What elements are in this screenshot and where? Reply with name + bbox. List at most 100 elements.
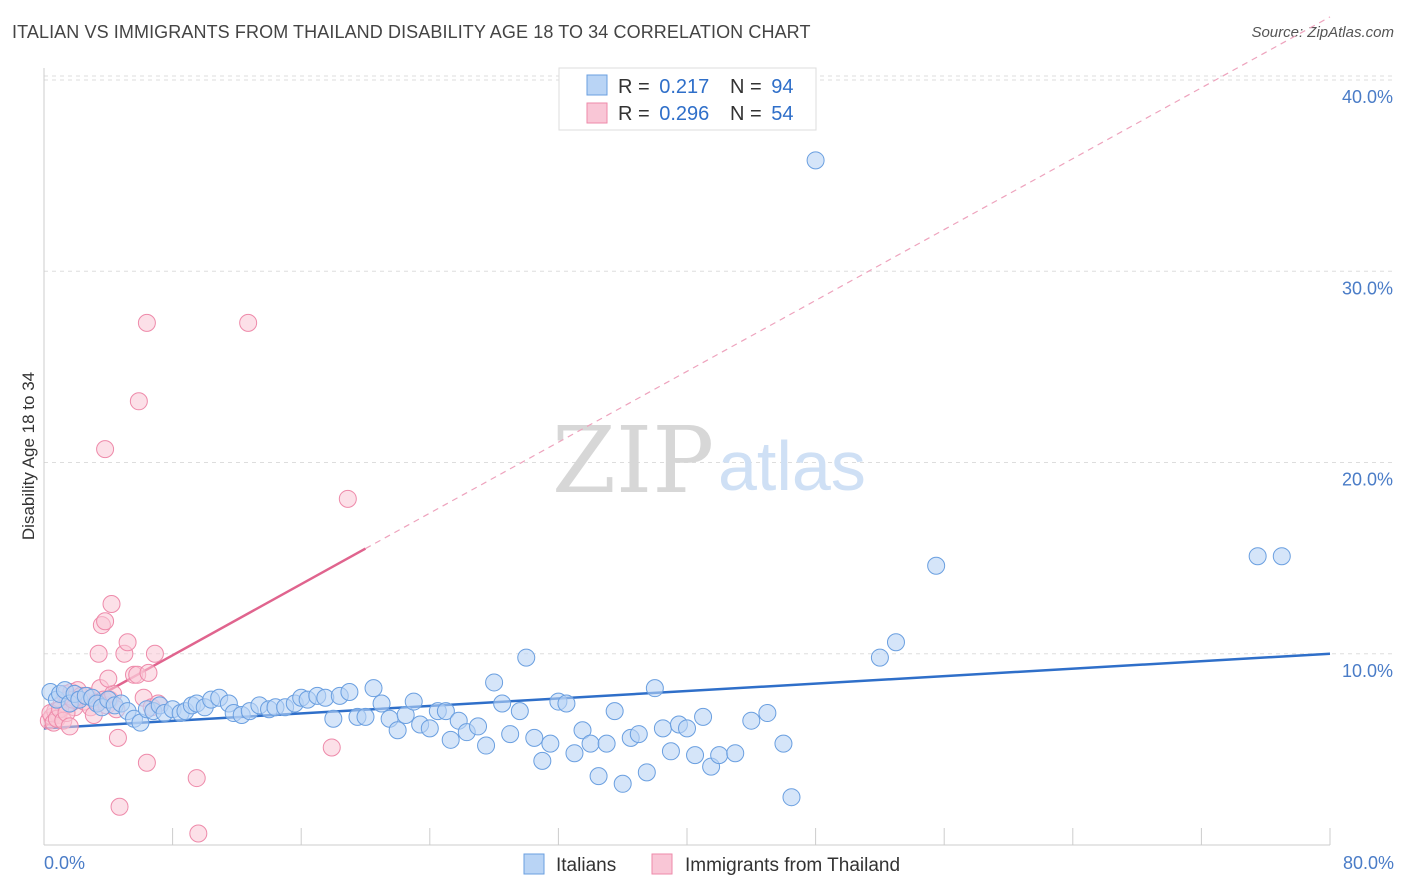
italians-point <box>388 721 407 740</box>
thailand-point <box>89 644 108 663</box>
italians-point <box>404 692 423 711</box>
bottom-legend-swatch-thailand <box>651 853 673 875</box>
watermark-atlas: atlas <box>718 427 866 505</box>
svg-text:N = 94: N = 94 <box>730 76 794 98</box>
italians-point <box>533 751 552 770</box>
italians-point <box>927 556 946 575</box>
italians-point <box>597 734 616 753</box>
italians-point <box>525 728 544 747</box>
legend-r-label-thailand: R = <box>618 103 655 125</box>
legend: R = 0.217 N = 94 R = 0.296 N = 54 <box>558 67 817 131</box>
x-tick-label-max: 80.0% <box>1343 853 1394 873</box>
watermark-zip: ZIP <box>552 407 714 514</box>
thailand-point <box>139 663 158 682</box>
italians-point <box>469 717 488 736</box>
italians-point <box>396 705 415 724</box>
italians-point <box>710 746 729 765</box>
italians-point <box>372 694 391 713</box>
italians-point <box>678 719 696 738</box>
chart-source: Source: ZipAtlas.com <box>1251 24 1394 41</box>
italians-point <box>806 151 825 170</box>
italians-point <box>637 763 656 782</box>
italians-point <box>629 725 648 744</box>
thailand-point <box>102 595 121 614</box>
italians-point <box>477 736 496 755</box>
thailand-point <box>189 824 208 843</box>
thailand-point <box>60 717 79 736</box>
y-tick-label: 20.0% <box>1342 470 1393 490</box>
italians-point <box>886 633 905 652</box>
gridlines <box>44 75 1392 655</box>
italians-point <box>653 719 672 738</box>
italians-point <box>774 734 793 753</box>
italians-point <box>541 734 560 753</box>
legend-swatch-thailand <box>586 102 608 124</box>
thailand-points <box>39 313 357 843</box>
bottom-legend-swatch-italians <box>523 853 545 875</box>
legend-r-value-italians: 0.217 <box>659 76 709 98</box>
italians-point <box>1272 547 1291 566</box>
legend-n-label-italians: N = <box>730 76 767 98</box>
thailand-point <box>187 769 206 788</box>
thailand-point <box>322 738 341 757</box>
italians-point <box>501 725 520 744</box>
legend-r-label-italians: R = <box>618 76 655 98</box>
italians-point <box>441 730 460 749</box>
italians-point <box>436 702 455 721</box>
italians-point <box>581 734 600 753</box>
y-axis-title: Disability Age 18 to 34 <box>19 372 38 540</box>
thailand-point <box>108 728 127 747</box>
italians-point <box>573 721 592 740</box>
italians-point <box>686 746 705 765</box>
italians-point <box>517 648 536 667</box>
chart-title: ITALIAN VS IMMIGRANTS FROM THAILAND DISA… <box>12 22 811 42</box>
legend-n-label-thailand: N = <box>730 103 767 125</box>
bottom-legend-label-thailand: Immigrants from Thailand <box>685 855 900 876</box>
svg-text:N = 54: N = 54 <box>730 103 794 125</box>
italians-point <box>493 694 512 713</box>
italians-point <box>364 679 383 698</box>
legend-swatch-italians <box>586 74 608 96</box>
thailand-point <box>137 753 156 772</box>
thailand-point <box>110 797 129 816</box>
svg-text:R = 0.217: R = 0.217 <box>618 76 709 98</box>
x-axis-tick-labels: 0.0% 80.0% <box>44 853 1394 873</box>
italians-points <box>41 151 1291 807</box>
italians-point <box>510 702 529 721</box>
italians-point <box>420 719 439 738</box>
italians-point <box>605 702 624 721</box>
y-tick-label: 40.0% <box>1342 87 1393 107</box>
y-tick-label: 10.0% <box>1342 661 1393 681</box>
thailand-point <box>118 633 137 652</box>
italians-point <box>565 744 584 763</box>
italians-point <box>782 788 801 807</box>
legend-n-value-italians: 94 <box>771 76 793 98</box>
italians-point <box>742 711 761 730</box>
italians-point <box>324 709 343 728</box>
bottom-legend: Italians Immigrants from Thailand <box>523 853 900 876</box>
legend-r-value-thailand: 0.296 <box>659 103 709 125</box>
x-tick-label-min: 0.0% <box>44 853 85 873</box>
thailand-point <box>99 669 118 688</box>
italians-point <box>645 679 664 698</box>
thailand-point <box>338 489 357 508</box>
y-axis-tick-labels: 10.0% 20.0% 30.0% 40.0% <box>1342 87 1393 681</box>
thailand-point <box>239 313 258 332</box>
italians-point <box>726 744 745 763</box>
svg-text:R = 0.296: R = 0.296 <box>618 103 709 125</box>
italians-point <box>661 742 680 761</box>
thailand-point <box>129 392 148 411</box>
thailand-point <box>137 313 156 332</box>
italians-point <box>557 694 576 713</box>
thailand-point <box>145 644 164 663</box>
italians-trend-line <box>43 652 1331 730</box>
italians-point <box>485 673 504 692</box>
italians-point <box>758 704 777 723</box>
bottom-legend-label-italians: Italians <box>556 855 616 876</box>
italians-point <box>694 707 713 726</box>
italians-point <box>870 648 889 667</box>
italians-point <box>613 774 632 793</box>
thailand-point <box>96 440 115 459</box>
watermark: ZIP atlas <box>552 407 866 514</box>
